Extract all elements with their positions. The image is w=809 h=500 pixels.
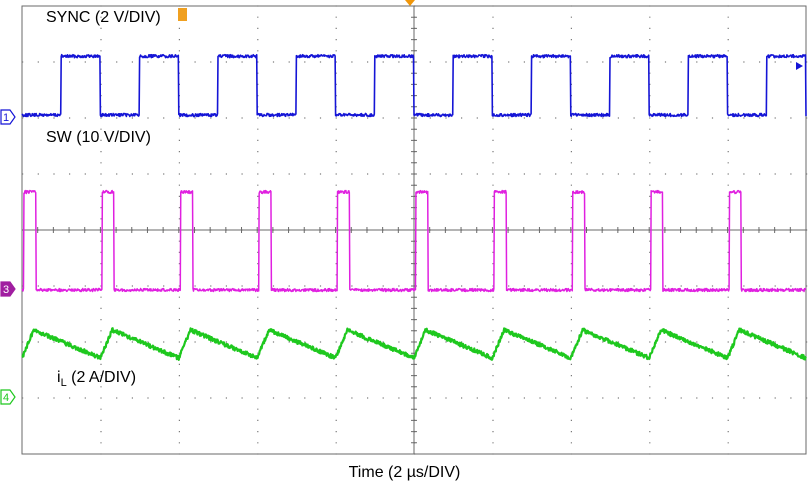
channel-1-marker: 1	[0, 109, 16, 125]
il-label-subscript: L	[61, 377, 67, 389]
channel-3-marker: 3	[0, 281, 16, 297]
sync-trace	[21, 53, 807, 118]
channel-4-marker-shape	[0, 389, 16, 405]
channel-4-marker: 4	[0, 389, 16, 405]
il-trace	[21, 327, 807, 361]
scope-traces	[21, 53, 807, 361]
sync-trace-label: SYNC (2 V/DIV)	[46, 9, 161, 26]
il-trace-label: iL (2 A/DIV)	[57, 369, 136, 389]
sw-trace	[21, 189, 807, 293]
channel-3-marker-label: 3	[3, 284, 9, 296]
il-label-main: i	[57, 369, 61, 386]
grid-center-ticks	[21, 5, 807, 455]
time-axis-label: Time (2 µs/DIV)	[348, 464, 461, 481]
channel-1-marker-label: 1	[3, 112, 9, 124]
channel-4-marker-label: 4	[3, 392, 9, 404]
trigger-source-marker	[178, 8, 187, 21]
channel-1-marker-shape	[0, 109, 16, 125]
trigger-level-marker	[796, 62, 803, 70]
channel-3-marker-shape	[0, 281, 16, 297]
il-label-scale: (2 A/DIV)	[67, 369, 136, 386]
channel-markers: 1 3 4	[0, 0, 803, 405]
trace-labels: SYNC (2 V/DIV) SW (10 V/DIV) iL (2 A/DIV…	[46, 9, 161, 389]
trigger-position-marker	[405, 0, 415, 6]
sw-trace-label: SW (10 V/DIV)	[46, 129, 151, 146]
